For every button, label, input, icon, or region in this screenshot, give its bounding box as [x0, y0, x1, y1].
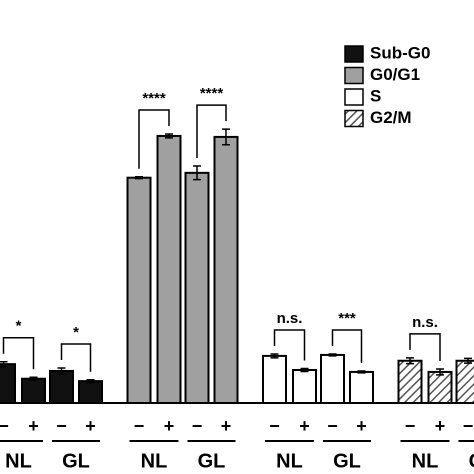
group-label: GL: [469, 450, 474, 472]
x-tick-label: +: [85, 416, 96, 436]
bar: [126, 176, 152, 404]
bar: [213, 135, 239, 405]
x-tick-label: +: [28, 416, 39, 436]
significance-label: n.s.: [412, 314, 438, 331]
significance-bracket: [273, 329, 306, 361]
significance-label: *: [73, 324, 79, 341]
error-bar: [406, 357, 414, 365]
significance-label: *: [16, 318, 22, 335]
error-bar: [135, 175, 143, 180]
error-bar: [357, 370, 366, 374]
bar: [0, 363, 16, 404]
group-label: GL: [62, 450, 90, 472]
group-label: NL: [5, 450, 32, 472]
legend-swatch: [344, 88, 364, 106]
legend-label: G0/G1: [370, 65, 420, 84]
x-tick-label: −: [192, 416, 203, 436]
error-bar: [464, 357, 472, 364]
x-tick-label: −: [56, 416, 67, 436]
error-bar: [270, 353, 279, 359]
x-tick-label: +: [164, 416, 175, 436]
significance-bracket: [331, 329, 363, 363]
bar: [21, 377, 46, 405]
error-bar: [300, 367, 309, 373]
bar: [184, 171, 210, 404]
legend-label: Sub-G0: [370, 43, 430, 62]
x-tick-label: −: [269, 416, 280, 436]
significance-bracket: [196, 104, 227, 159]
significance-label: n.s.: [277, 310, 303, 327]
x-tick-label: +: [435, 416, 446, 436]
legend-swatch: [344, 45, 364, 63]
error-bar: [29, 376, 38, 381]
bar: [349, 370, 374, 404]
group-label: NL: [276, 450, 303, 472]
x-tick-label: −: [0, 416, 9, 436]
bar: [262, 354, 287, 404]
bar: [320, 353, 345, 405]
legend-label: S: [370, 86, 381, 105]
significance-bracket: [138, 109, 170, 169]
significance-bracket: [409, 333, 441, 362]
bar: [156, 134, 182, 404]
x-tick-label: −: [134, 416, 145, 436]
error-bar: [222, 128, 230, 146]
error-bar: [0, 360, 8, 368]
group-label: NL: [412, 450, 439, 472]
legend-label: G2/M: [370, 108, 412, 127]
bar: [455, 359, 474, 405]
significance-bracket: [60, 343, 92, 372]
x-tick-label: −: [463, 416, 474, 436]
bar: [397, 359, 423, 405]
group-label: NL: [141, 450, 168, 472]
x-tick-label: −: [327, 416, 338, 436]
bar: [292, 368, 317, 404]
error-bar: [436, 368, 444, 376]
x-tick-label: +: [221, 416, 232, 436]
error-bar: [193, 165, 201, 181]
error-bar: [328, 353, 337, 357]
x-tick-label: +: [299, 416, 310, 436]
bar: [49, 369, 74, 405]
bar: [427, 370, 453, 404]
significance-label: ****: [142, 90, 166, 107]
significance-label: ***: [338, 310, 356, 327]
x-tick-label: −: [405, 416, 416, 436]
error-bar: [57, 367, 66, 375]
error-bar: [165, 133, 173, 139]
group-label: GL: [333, 450, 361, 472]
legend-swatch: [344, 66, 364, 85]
group-label: GL: [198, 450, 226, 472]
error-bar: [86, 378, 95, 384]
significance-bracket: [2, 336, 35, 370]
x-tick-label: +: [356, 416, 367, 436]
significance-label: ****: [200, 85, 224, 102]
bar: [78, 380, 103, 405]
legend-swatch: [344, 109, 364, 128]
